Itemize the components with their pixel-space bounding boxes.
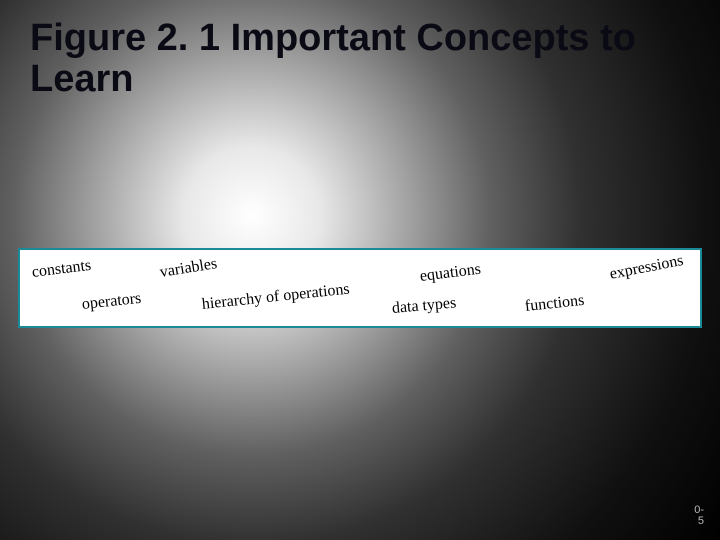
concept-word: data types <box>391 294 457 318</box>
page-number: 0- 5 <box>694 505 704 528</box>
page-number-bottom: 5 <box>698 515 704 527</box>
concept-word: operators <box>81 290 142 314</box>
page-title: Figure 2. 1 Important Concepts to Learn <box>30 18 670 100</box>
concept-word: constants <box>31 257 92 282</box>
concept-word: functions <box>524 292 585 316</box>
concept-word: variables <box>159 255 219 282</box>
slide: Figure 2. 1 Important Concepts to Learn … <box>0 0 720 540</box>
concepts-box: constants variables equations expression… <box>18 248 702 328</box>
page-number-top: 0- <box>694 504 704 516</box>
concept-word: hierarchy of operations <box>201 281 350 314</box>
concept-word: expressions <box>608 252 685 284</box>
concept-word: equations <box>419 261 482 286</box>
